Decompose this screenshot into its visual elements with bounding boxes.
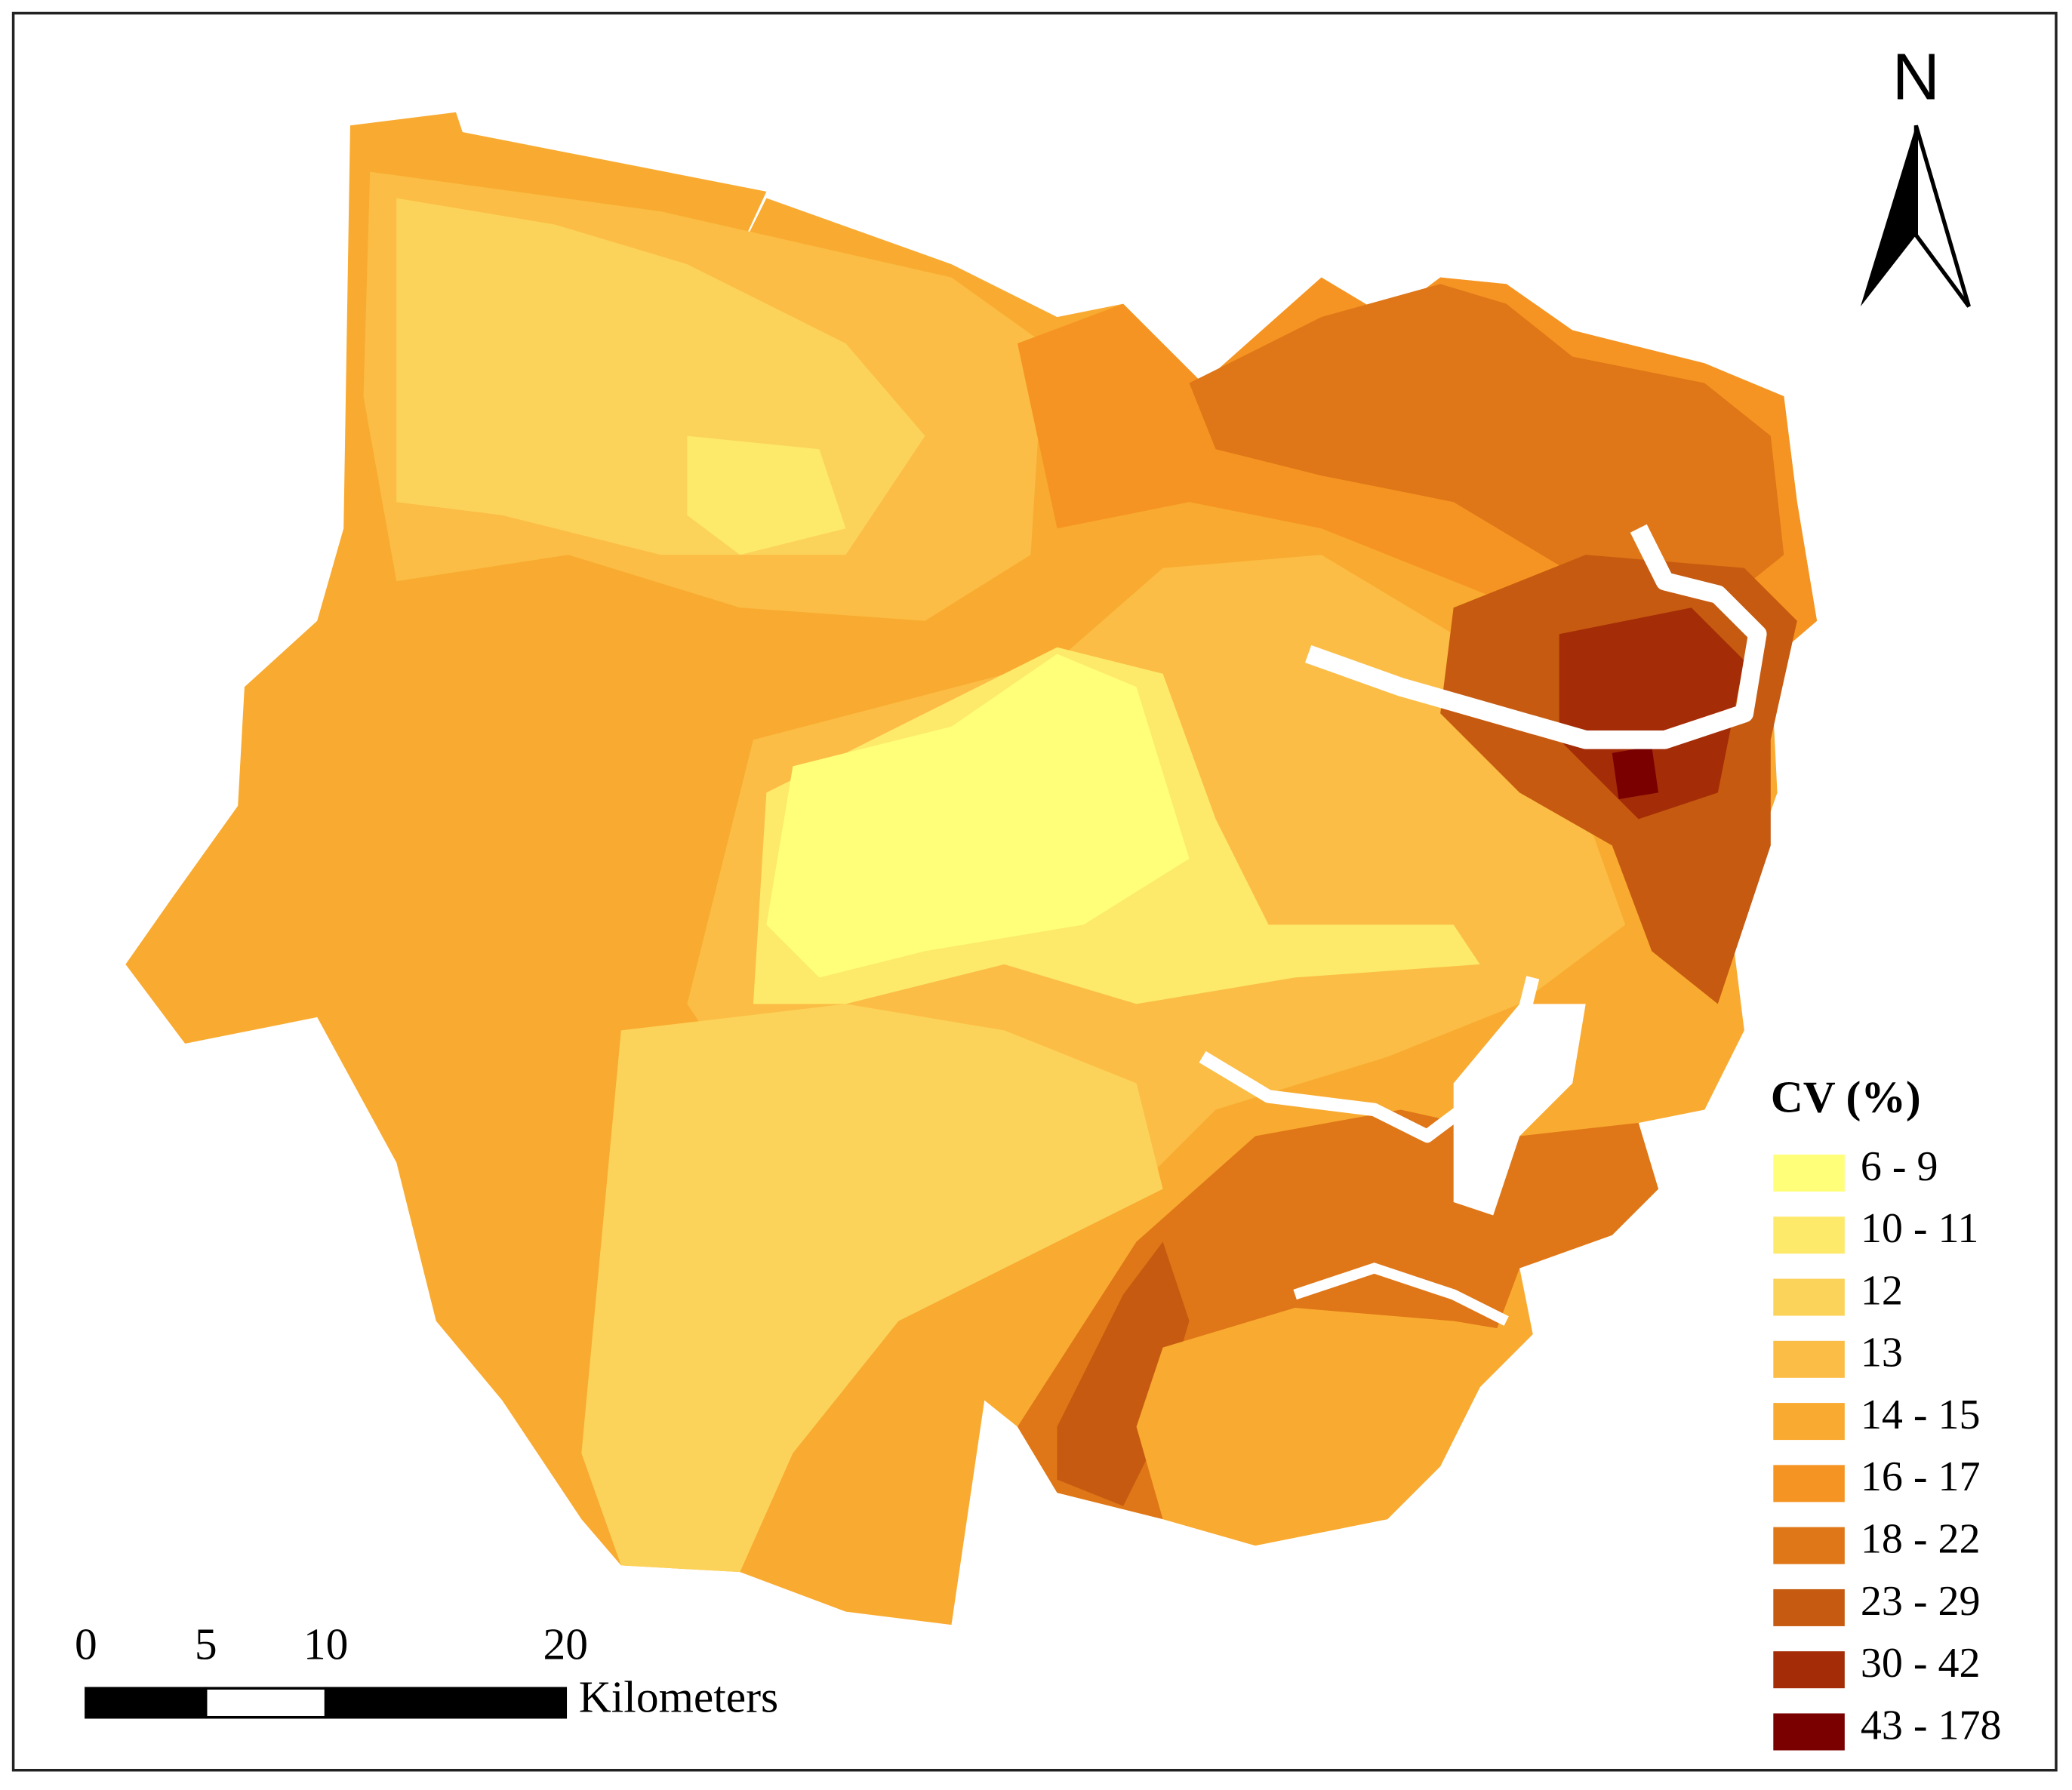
region bbox=[1559, 607, 1744, 820]
legend-label: 14 - 15 bbox=[1861, 1392, 1981, 1438]
region bbox=[1136, 1308, 1533, 1546]
legend: 6 - 9 10 - 11 12 13 14 - 15 16 - 17 18 - 22 23 … bbox=[1773, 1143, 2002, 1751]
legend-swatch bbox=[1773, 1713, 1845, 1751]
legend-label: 6 - 9 bbox=[1861, 1143, 1938, 1190]
scale-segment bbox=[324, 1687, 568, 1719]
region bbox=[1189, 284, 1784, 608]
legend-swatch bbox=[1773, 1340, 1845, 1378]
region bbox=[687, 435, 846, 555]
legend-swatch bbox=[1773, 1527, 1845, 1564]
scale-segment bbox=[85, 1687, 208, 1719]
legend-swatch bbox=[1773, 1589, 1845, 1626]
legend-label: 18 - 22 bbox=[1861, 1516, 1981, 1563]
legend-label: 23 - 29 bbox=[1861, 1578, 1981, 1625]
legend-swatch bbox=[1773, 1216, 1845, 1254]
arrow-right bbox=[1913, 125, 1971, 308]
legend-swatch bbox=[1773, 1651, 1845, 1689]
legend-label: 12 bbox=[1861, 1267, 1903, 1314]
legend-label: 13 bbox=[1861, 1330, 1903, 1376]
north-label: N bbox=[1892, 40, 1940, 114]
legend-label: 10 - 11 bbox=[1861, 1205, 1979, 1252]
water bbox=[1453, 1004, 1586, 1216]
arrow-left bbox=[1860, 125, 1917, 307]
north-arrow: N bbox=[1860, 40, 1971, 308]
legend-label: 16 - 17 bbox=[1861, 1453, 1981, 1500]
region bbox=[581, 1004, 1163, 1573]
scale-tick-label: 10 bbox=[303, 1619, 349, 1669]
map-area bbox=[125, 112, 1818, 1625]
scale-tick-label: 5 bbox=[195, 1619, 217, 1669]
legend-label: 43 - 178 bbox=[1861, 1702, 2002, 1748]
legend-swatch bbox=[1773, 1465, 1845, 1502]
scale-tick-label: 20 bbox=[543, 1619, 589, 1669]
legend-swatch bbox=[1773, 1154, 1845, 1192]
scale-tick-label: 0 bbox=[75, 1619, 97, 1669]
legend-title: CV (%) bbox=[1771, 1072, 1921, 1122]
legend-swatch bbox=[1773, 1278, 1845, 1316]
region bbox=[766, 654, 1190, 978]
scale-bar: Kilometers 0 5 10 20 bbox=[75, 1619, 778, 1721]
scale-segment bbox=[204, 1687, 328, 1719]
legend-swatch bbox=[1773, 1403, 1845, 1441]
water bbox=[1293, 1263, 1509, 1326]
region bbox=[1057, 1241, 1190, 1506]
region bbox=[1612, 746, 1659, 800]
water bbox=[1304, 524, 1767, 749]
scale-unit: Kilometers bbox=[579, 1672, 778, 1721]
legend-label: 30 - 42 bbox=[1861, 1640, 1981, 1687]
